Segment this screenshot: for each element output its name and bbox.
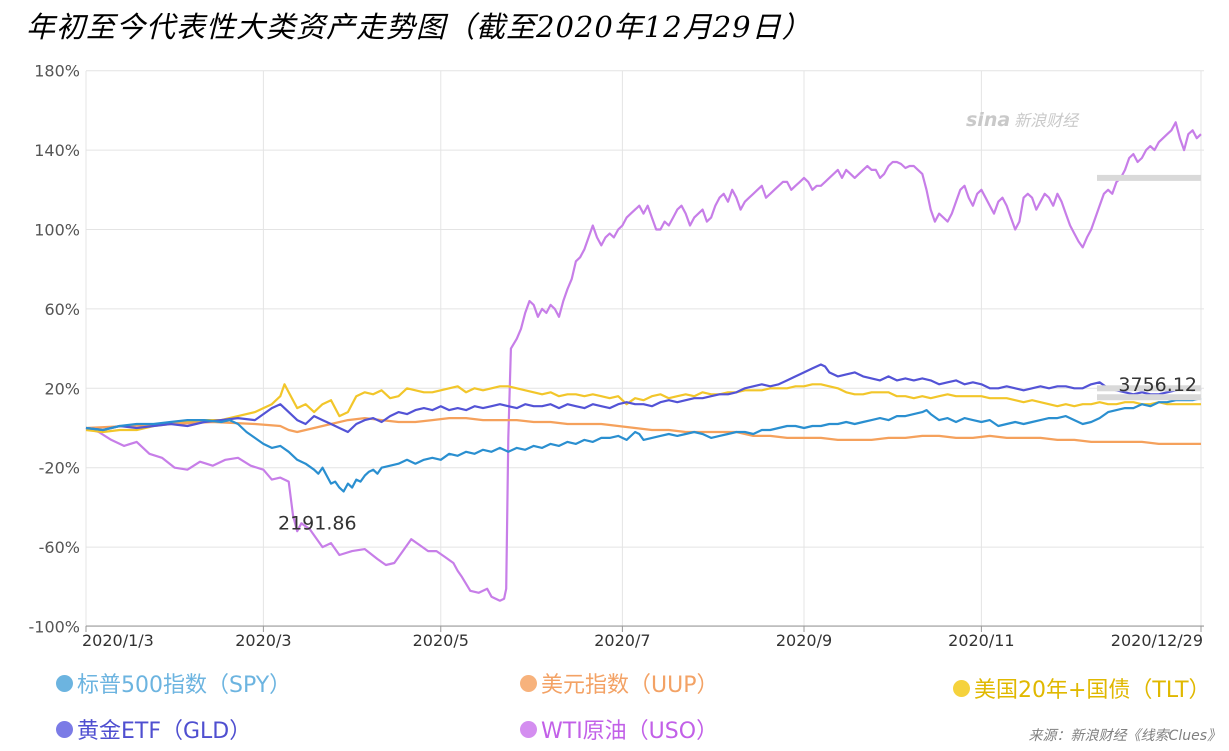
legend-gld[interactable]: 黄金ETF（GLD） xyxy=(56,713,251,745)
legend-gld-label: 黄金ETF（GLD） xyxy=(77,719,252,744)
y-tick-label: 100% xyxy=(34,221,80,240)
series-line-4 xyxy=(85,397,1202,493)
x-tick-label: 2020/3 xyxy=(235,631,291,650)
legend-uup-dot xyxy=(520,674,537,692)
chart-title: 年初至今代表性大类资产走势图（截至2020年12月29日） xyxy=(26,10,812,44)
chart-annotations: 2191.86 3756.12 xyxy=(278,374,1197,535)
x-tick-label: 2020/12/29 xyxy=(1111,631,1203,650)
y-axis-ticks: 180% 140% 100% 60% 20% -20% -60% -100% xyxy=(28,62,80,637)
legend-tlt[interactable]: 美国20年+国债（TLT） xyxy=(953,672,1211,704)
series-line-2 xyxy=(85,417,1201,445)
x-tick-label: 2020/1/3 xyxy=(82,631,154,650)
legend-uup[interactable]: 美元指数（UUP） xyxy=(520,667,718,699)
series-line-1 xyxy=(85,383,1201,434)
annotation-label: 2191.86 xyxy=(278,513,357,535)
legend-tlt-label: 美国20年+国债（TLT） xyxy=(974,678,1211,703)
annotation-label: 3756.12 xyxy=(1118,374,1197,396)
y-tick-label: 20% xyxy=(44,379,80,398)
end-markers xyxy=(1097,174,1201,401)
end-marker-0 xyxy=(1097,174,1201,181)
legend-uup-label: 美元指数（UUP） xyxy=(541,673,719,698)
x-axis-ticks: 2020/1/3 2020/3 2020/5 2020/7 2020/9 2020/11 2… xyxy=(82,631,1203,650)
chart-grid xyxy=(85,70,1204,632)
sina-logo-text: sina xyxy=(966,109,1011,131)
legend-gld-dot xyxy=(56,720,73,738)
series-line-0 xyxy=(85,121,1202,602)
x-tick-label: 2020/7 xyxy=(594,631,650,650)
legend-tlt-dot xyxy=(953,679,970,697)
x-tick-label: 2020/9 xyxy=(776,631,832,650)
sina-watermark-label: 新浪财经 xyxy=(1014,111,1079,130)
y-tick-label: 60% xyxy=(44,300,80,319)
legend-spy-dot xyxy=(56,674,73,692)
legend-spy-label: 标普500指数（SPY） xyxy=(77,673,292,698)
legend-spy[interactable]: 标普500指数（SPY） xyxy=(56,667,291,699)
y-tick-label: -100% xyxy=(28,618,80,637)
y-tick-label: 180% xyxy=(34,62,80,81)
legend-uso[interactable]: WTI原油（USO） xyxy=(520,713,718,745)
y-tick-label: -20% xyxy=(39,459,80,478)
x-tick-label: 2020/11 xyxy=(948,631,1014,650)
source-note: 来源：新浪财经《线索Clues》 xyxy=(1028,728,1221,744)
series-layer xyxy=(85,121,1202,602)
legend-uso-dot xyxy=(520,720,537,738)
y-tick-label: 140% xyxy=(34,141,80,160)
series-line-3 xyxy=(85,363,1202,434)
end-marker-1 xyxy=(1097,385,1201,392)
x-tick-label: 2020/5 xyxy=(413,631,469,650)
end-marker-2 xyxy=(1097,394,1201,401)
sina-watermark: sina 新浪财经 xyxy=(966,107,1078,131)
legend-uso-label: WTI原油（USO） xyxy=(541,719,719,744)
y-tick-label: -60% xyxy=(39,538,80,557)
